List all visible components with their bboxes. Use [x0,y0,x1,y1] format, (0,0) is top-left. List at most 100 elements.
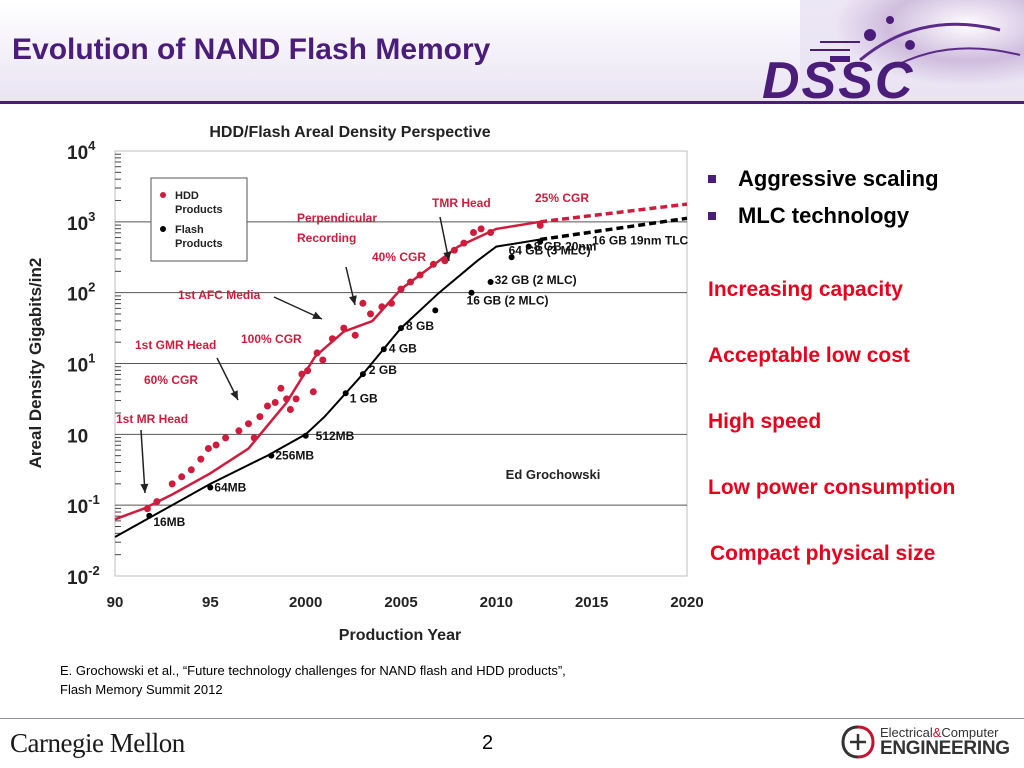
header-divider [0,101,1024,104]
y-tick-base: 10 [67,356,88,377]
y-tick-base: 10 [67,497,88,518]
data-point [429,260,437,268]
data-point [298,370,306,378]
data-point [487,279,494,285]
data-point [468,289,475,296]
bullet-text: Aggressive scaling [738,165,939,191]
data-point [250,434,258,442]
data-point [340,324,348,332]
y-tick-label: 103 [67,209,95,235]
ece-bottom-line: ENGINEERING [880,738,1010,759]
flash-capacity-label: 2 GB [369,363,397,377]
data-point [378,303,386,311]
slide-header: Evolution of NAND Flash Memory DSSC [0,0,1024,110]
data-point [207,484,214,491]
data-point [309,388,317,396]
x-tick-label: 2000 [289,594,322,611]
legend-label: Products [175,204,223,216]
y-tick-base: 10 [67,568,88,589]
chart-annotation: Perpendicular [297,211,377,225]
data-point [359,299,367,307]
annotation-arrowhead [312,311,322,319]
data-point [271,399,279,406]
flash-capacity-label: 4 GB [389,341,417,355]
flash-capacity-label: 1 GB [350,391,378,405]
y-tick-exponent: -2 [88,563,100,578]
author-note: Ed Grochowski [506,467,601,482]
projection-line [539,202,688,224]
data-point [416,271,424,279]
chart-annotation: TMR Head [432,196,491,210]
data-point [508,254,515,261]
chart-annotation: 25% CGR [535,191,589,205]
flash-capacity-label: 64MB [214,480,246,494]
data-point [450,246,458,254]
y-tick-label: 10-2 [67,563,100,589]
chart-annotation: 1st MR Head [116,412,188,426]
ece-emblem-icon [841,725,875,759]
y-tick-exponent: -1 [88,492,100,507]
highlight-item: Increasing capacity [708,278,903,301]
highlight-item: Acceptable low cost [708,344,910,367]
flash-capacity-label: 8 GB [406,319,434,333]
legend-box [150,177,248,262]
flash-capacity-label: 256MB [275,449,314,463]
minor-tick-group [115,153,121,556]
legend-label: Products [175,238,223,250]
dssc-logo: DSSC [740,0,1024,110]
ece-logo: Electrical&Computer ENGINEERING [840,722,1020,762]
data-point [407,278,414,286]
y-tick-label: 104 [67,138,96,164]
bullet-list: Aggressive scaling MLC technology [708,160,939,234]
x-tick-label: 2015 [575,594,608,611]
data-point [264,402,271,410]
y-tick-base: 10 [67,214,88,235]
data-point [380,346,387,353]
annotation-arrow [140,429,146,494]
carnegie-mellon-logo: Carnegie Mellon [10,728,185,758]
projection-line [539,216,688,242]
chart-legend: HDD Products Flash Products [150,177,248,262]
data-point [487,229,495,236]
x-tick-label: 2010 [480,594,513,611]
data-point [153,498,161,506]
highlight-item: Low power consumption [708,476,956,499]
square-bullet-icon [708,174,716,183]
annotation-arrowhead [443,251,452,261]
ece-word: Computer [941,725,999,740]
flash-capacity-label: 32 GB (2 MLC) [495,273,577,287]
data-point [359,371,366,378]
data-point [537,238,544,245]
bullet-item: Aggressive scaling [708,160,939,197]
flash-capacity-label: 64 GB (3 MLC) [509,243,591,257]
footer-divider [0,718,1024,719]
chart-annotation: 1st GMR Head [135,338,216,352]
ece-top-line: Electrical&Computer [880,725,999,740]
series-layer [114,202,688,538]
flash-capacity-label: 8 GB 20nm [534,240,597,254]
annotation-arrowhead [140,483,149,493]
y-tick-label: 10-1 [67,492,100,518]
data-point [388,299,395,307]
data-point [235,427,243,435]
x-axis-title: Production Year [339,627,461,644]
chart-annotation: 1st AFC Media [178,288,261,302]
data-point [328,335,336,343]
legend-marker [160,226,166,232]
data-point [245,420,252,428]
data-point [313,349,321,357]
gridline-group [115,221,687,506]
flash-capacity-label: 16 GB 19nm TLC [592,234,688,248]
y-tick-base: 10 [67,285,88,306]
flash-capacity-label: 16 GB (2 MLC) [467,294,549,308]
data-point [222,434,230,442]
flash-capacity-label: 512MB [316,429,355,443]
bullet-item: MLC technology [708,197,939,234]
data-point [286,406,294,413]
y-tick-label: 101 [67,351,95,377]
data-point [398,325,404,332]
x-tick-labels: 90 95 2000 2005 2010 2015 2020 [107,594,704,611]
highlight-list: Increasing capacity Acceptable low cost … [708,278,955,608]
data-point [143,505,151,513]
